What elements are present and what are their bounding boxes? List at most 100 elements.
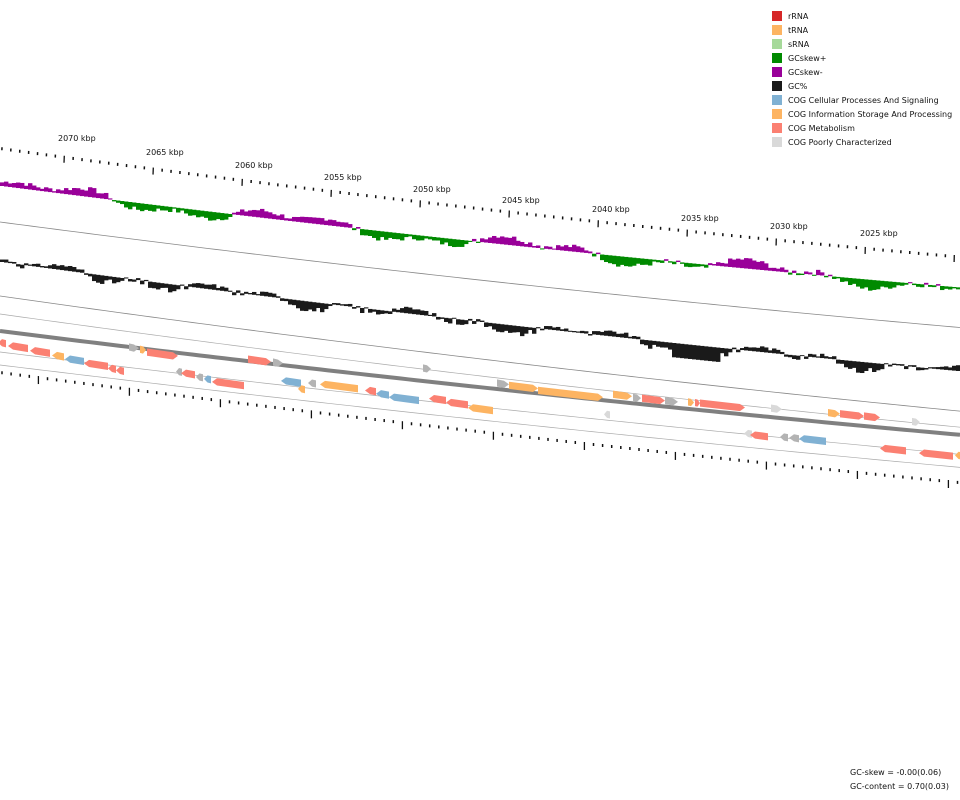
gc-skew-block	[324, 220, 329, 226]
gc-block	[828, 357, 833, 359]
gc-skew-block	[316, 217, 321, 225]
gc-skew-block	[564, 245, 569, 251]
gc-skew-block	[472, 238, 477, 242]
gc-skew-block	[332, 220, 337, 226]
gc-block	[696, 345, 701, 360]
gc-block	[300, 300, 305, 311]
gc-skew-block	[768, 267, 773, 271]
gc-block	[744, 346, 749, 351]
gc-skew-block	[344, 222, 349, 228]
gc-block	[252, 291, 257, 295]
gc-block	[292, 299, 297, 306]
gene-feature	[8, 342, 28, 353]
gc-block	[328, 304, 333, 307]
gc-skew-block	[660, 260, 665, 263]
gc-block	[808, 353, 813, 357]
gc-skew-block	[936, 284, 941, 286]
gc-block	[836, 359, 841, 364]
gc-block	[76, 269, 81, 273]
genome-backbone	[0, 329, 960, 437]
gc-skew-block	[216, 212, 221, 220]
gene-feature	[828, 408, 840, 418]
ring-line	[0, 364, 960, 468]
gc-block	[372, 309, 377, 312]
gc-skew-block	[820, 272, 825, 276]
gene-feature	[181, 369, 195, 379]
gc-block	[888, 364, 893, 367]
gc-skew-block	[236, 211, 241, 215]
gc-skew-block	[576, 246, 581, 253]
gc-skew-block	[848, 278, 853, 286]
gc-skew-block	[432, 237, 437, 241]
gc-skew-block	[924, 282, 929, 285]
gc-skew-block	[676, 260, 681, 263]
gc-block	[824, 356, 829, 359]
gc-skew-block	[224, 213, 229, 220]
gc-skew-block	[196, 210, 201, 218]
gc-skew-block	[92, 188, 97, 198]
gc-skew-block	[932, 285, 937, 288]
gc-skew-block	[556, 245, 561, 251]
gene-feature	[140, 345, 146, 354]
gc-skew-block	[132, 202, 137, 207]
gc-block	[416, 309, 421, 315]
gc-block	[708, 346, 713, 362]
gc-skew-block	[424, 236, 429, 239]
gc-block	[908, 365, 913, 367]
gc-block	[280, 298, 285, 301]
gc-skew-block	[788, 272, 793, 275]
gc-block	[480, 320, 485, 322]
gc-skew-block	[296, 217, 301, 222]
gc-block	[740, 348, 745, 351]
gene-feature	[665, 396, 678, 406]
gc-block	[332, 303, 337, 305]
gc-skew-block	[180, 208, 185, 211]
gc-skew-block	[208, 211, 213, 221]
gc-block	[356, 306, 361, 308]
gc-block	[524, 326, 529, 334]
gc-block	[64, 266, 69, 271]
gc-block	[364, 307, 369, 309]
gc-block	[660, 341, 665, 348]
legend-item-cog-metabolism: COG Metabolism	[772, 121, 952, 135]
gc-block	[476, 319, 481, 322]
gc-skew-block	[880, 280, 885, 287]
gene-feature	[196, 373, 203, 382]
gene-feature	[780, 433, 788, 442]
gc-block	[228, 290, 233, 292]
gc-skew-block	[844, 277, 849, 282]
gc-skew-block	[500, 236, 505, 245]
gc-block	[32, 263, 37, 267]
gc-skew-block	[276, 215, 281, 220]
legend-item-cog-poorly: COG Poorly Characterized	[772, 135, 952, 149]
gc-block	[884, 363, 889, 365]
gc-block	[388, 311, 393, 314]
gc-skew-block	[56, 189, 61, 194]
gc-skew-block	[748, 258, 753, 269]
gc-block	[128, 279, 133, 282]
gc-skew-block	[404, 233, 409, 238]
gc-block	[464, 320, 469, 325]
gc-skew-block	[648, 259, 653, 266]
gc-skew-block	[504, 237, 509, 245]
gc-skew-block	[140, 203, 145, 212]
gc-skew-block	[36, 187, 41, 191]
gc-block	[604, 330, 609, 336]
gc-skew-track	[0, 181, 960, 291]
gc-block	[788, 354, 793, 358]
gc-skew-block	[528, 242, 533, 248]
gc-block	[728, 348, 733, 353]
legend-swatch	[772, 67, 782, 77]
scale-label-2045: 2045 kbp	[502, 196, 540, 205]
gc-skew-block	[904, 282, 909, 285]
gc-block	[648, 340, 653, 349]
gc-skew-block	[176, 207, 181, 213]
gc-block	[624, 332, 629, 338]
gc-skew-block	[572, 244, 577, 252]
gc-block	[348, 303, 353, 307]
gene-feature	[446, 398, 468, 409]
gene-feature	[389, 393, 419, 405]
gc-skew-block	[228, 213, 233, 217]
gc-block	[160, 283, 165, 288]
gc-skew-block	[800, 273, 805, 275]
